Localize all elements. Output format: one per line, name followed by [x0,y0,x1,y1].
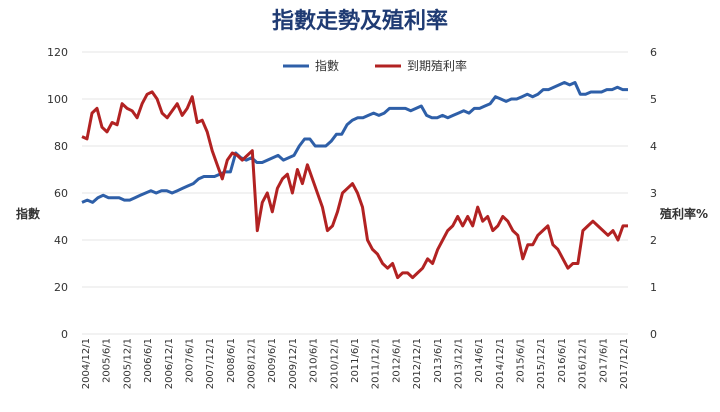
x-tick-label: 2015/12/1 [536,338,547,389]
chart-title: 指數走勢及殖利率 [272,8,448,34]
grid [82,51,628,335]
x-tick-label: 2007/12/1 [205,338,216,389]
right-tick-label: 4 [650,140,657,153]
x-tick-label: 2008/6/1 [226,338,237,383]
series-line-1 [81,90,628,280]
left-tick-label: 20 [54,281,68,294]
right-tick-label: 1 [650,281,657,294]
x-tick-label: 2009/12/1 [288,338,299,389]
x-tick-label: 2012/12/1 [412,338,423,389]
legend-label-1: 到期殖利率 [407,58,467,73]
x-tick-label: 2016/6/1 [557,338,568,383]
left-tick-label: 120 [47,46,68,59]
x-tick-label: 2012/6/1 [391,338,402,383]
x-tick-label: 2005/6/1 [102,338,113,383]
x-tick-label: 2006/6/1 [143,338,154,383]
left-tick-label: 0 [61,328,68,341]
right-tick-label: 3 [650,187,657,200]
legend: 指數 到期殖利率 [283,58,467,73]
x-tick-label: 2011/12/1 [371,338,382,389]
left-tick-label: 80 [54,140,68,153]
x-tick-label: 2016/12/1 [578,338,589,389]
x-tick-label: 2008/12/1 [247,338,258,389]
left-tick-label: 100 [47,93,68,106]
left-tick-label: 40 [54,234,68,247]
x-tick-label: 2007/6/1 [184,338,195,383]
series-line-0 [81,81,628,204]
right-axis-ticks: 0 1 2 3 4 5 6 [650,46,657,341]
x-tick-label: 2013/12/1 [453,338,464,389]
x-tick-label: 2010/12/1 [329,338,340,389]
x-tick-label: 2005/12/1 [122,338,133,389]
x-axis-ticks: 2004/12/1 2005/6/1 2005/12/1 2006/6/1 2006/1… [81,338,630,389]
right-axis-label: 殖利率% [659,206,708,221]
x-tick-label: 2015/6/1 [516,338,527,383]
legend-label-0: 指數 [315,58,339,73]
right-tick-label: 5 [650,93,657,106]
x-tick-label: 2014/6/1 [474,338,485,383]
x-tick-label: 2004/12/1 [81,338,92,389]
x-tick-label: 2017/12/1 [619,338,630,389]
x-tick-label: 2013/6/1 [433,338,444,383]
x-tick-label: 2010/6/1 [309,338,320,383]
right-tick-label: 2 [650,234,657,247]
x-tick-label: 2017/6/1 [598,338,609,383]
left-axis-label: 指數 [16,206,40,221]
left-tick-label: 60 [54,187,68,200]
x-tick-label: 2006/12/1 [164,338,175,389]
left-axis-ticks: 0 20 40 60 80 100 120 [47,46,68,341]
right-tick-label: 6 [650,46,657,59]
x-tick-label: 2009/6/1 [267,338,278,383]
x-tick-label: 2011/6/1 [350,338,361,383]
right-tick-label: 0 [650,328,657,341]
x-tick-label: 2014/12/1 [495,338,506,389]
series-layer [81,81,628,280]
